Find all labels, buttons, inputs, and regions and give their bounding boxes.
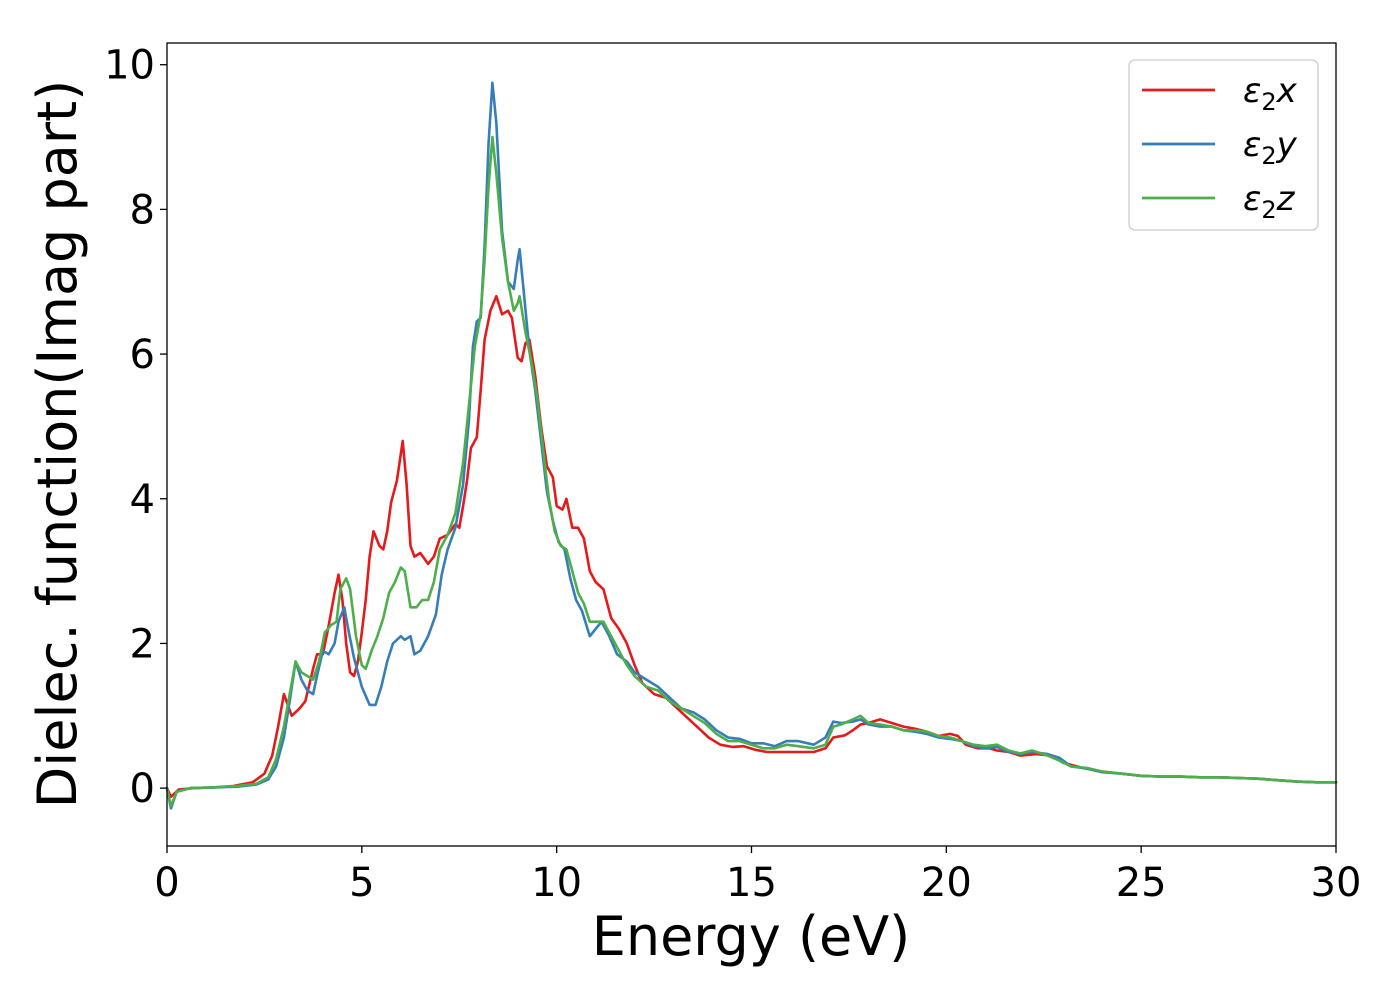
y-tick-label: 2	[130, 621, 155, 667]
y-tick-label: 6	[130, 332, 155, 378]
x-axis-title: Energy (eV)	[592, 905, 911, 968]
series-line-z	[165, 135, 1338, 808]
y-tick-label: 10	[104, 43, 155, 89]
x-tick-label: 10	[531, 860, 582, 906]
legend-label-z: ε2z	[1243, 179, 1296, 224]
y-axis: 0 2 4 6 8 10	[104, 43, 167, 812]
series-line-y	[165, 81, 1338, 810]
x-tick-label: 30	[1311, 860, 1362, 906]
legend-box	[1128, 59, 1319, 231]
legend-label-y: ε2y	[1243, 125, 1298, 170]
x-tick-label: 20	[921, 860, 972, 906]
y-tick-label: 0	[130, 766, 155, 812]
x-axis: 0 5 10 15 20 25 30	[154, 846, 1361, 906]
x-tick-label: 0	[154, 860, 179, 906]
series-layer	[165, 81, 1338, 810]
legend: ε2x ε2y ε2z	[1128, 59, 1319, 231]
x-tick-label: 15	[726, 860, 777, 906]
x-tick-label: 25	[1116, 860, 1167, 906]
y-tick-label: 8	[130, 187, 155, 233]
y-axis-title: Dielec. function(Imag part)	[26, 80, 89, 809]
x-tick-label: 5	[349, 860, 374, 906]
legend-label-x: ε2x	[1243, 71, 1298, 116]
y-tick-label: 4	[130, 477, 155, 523]
